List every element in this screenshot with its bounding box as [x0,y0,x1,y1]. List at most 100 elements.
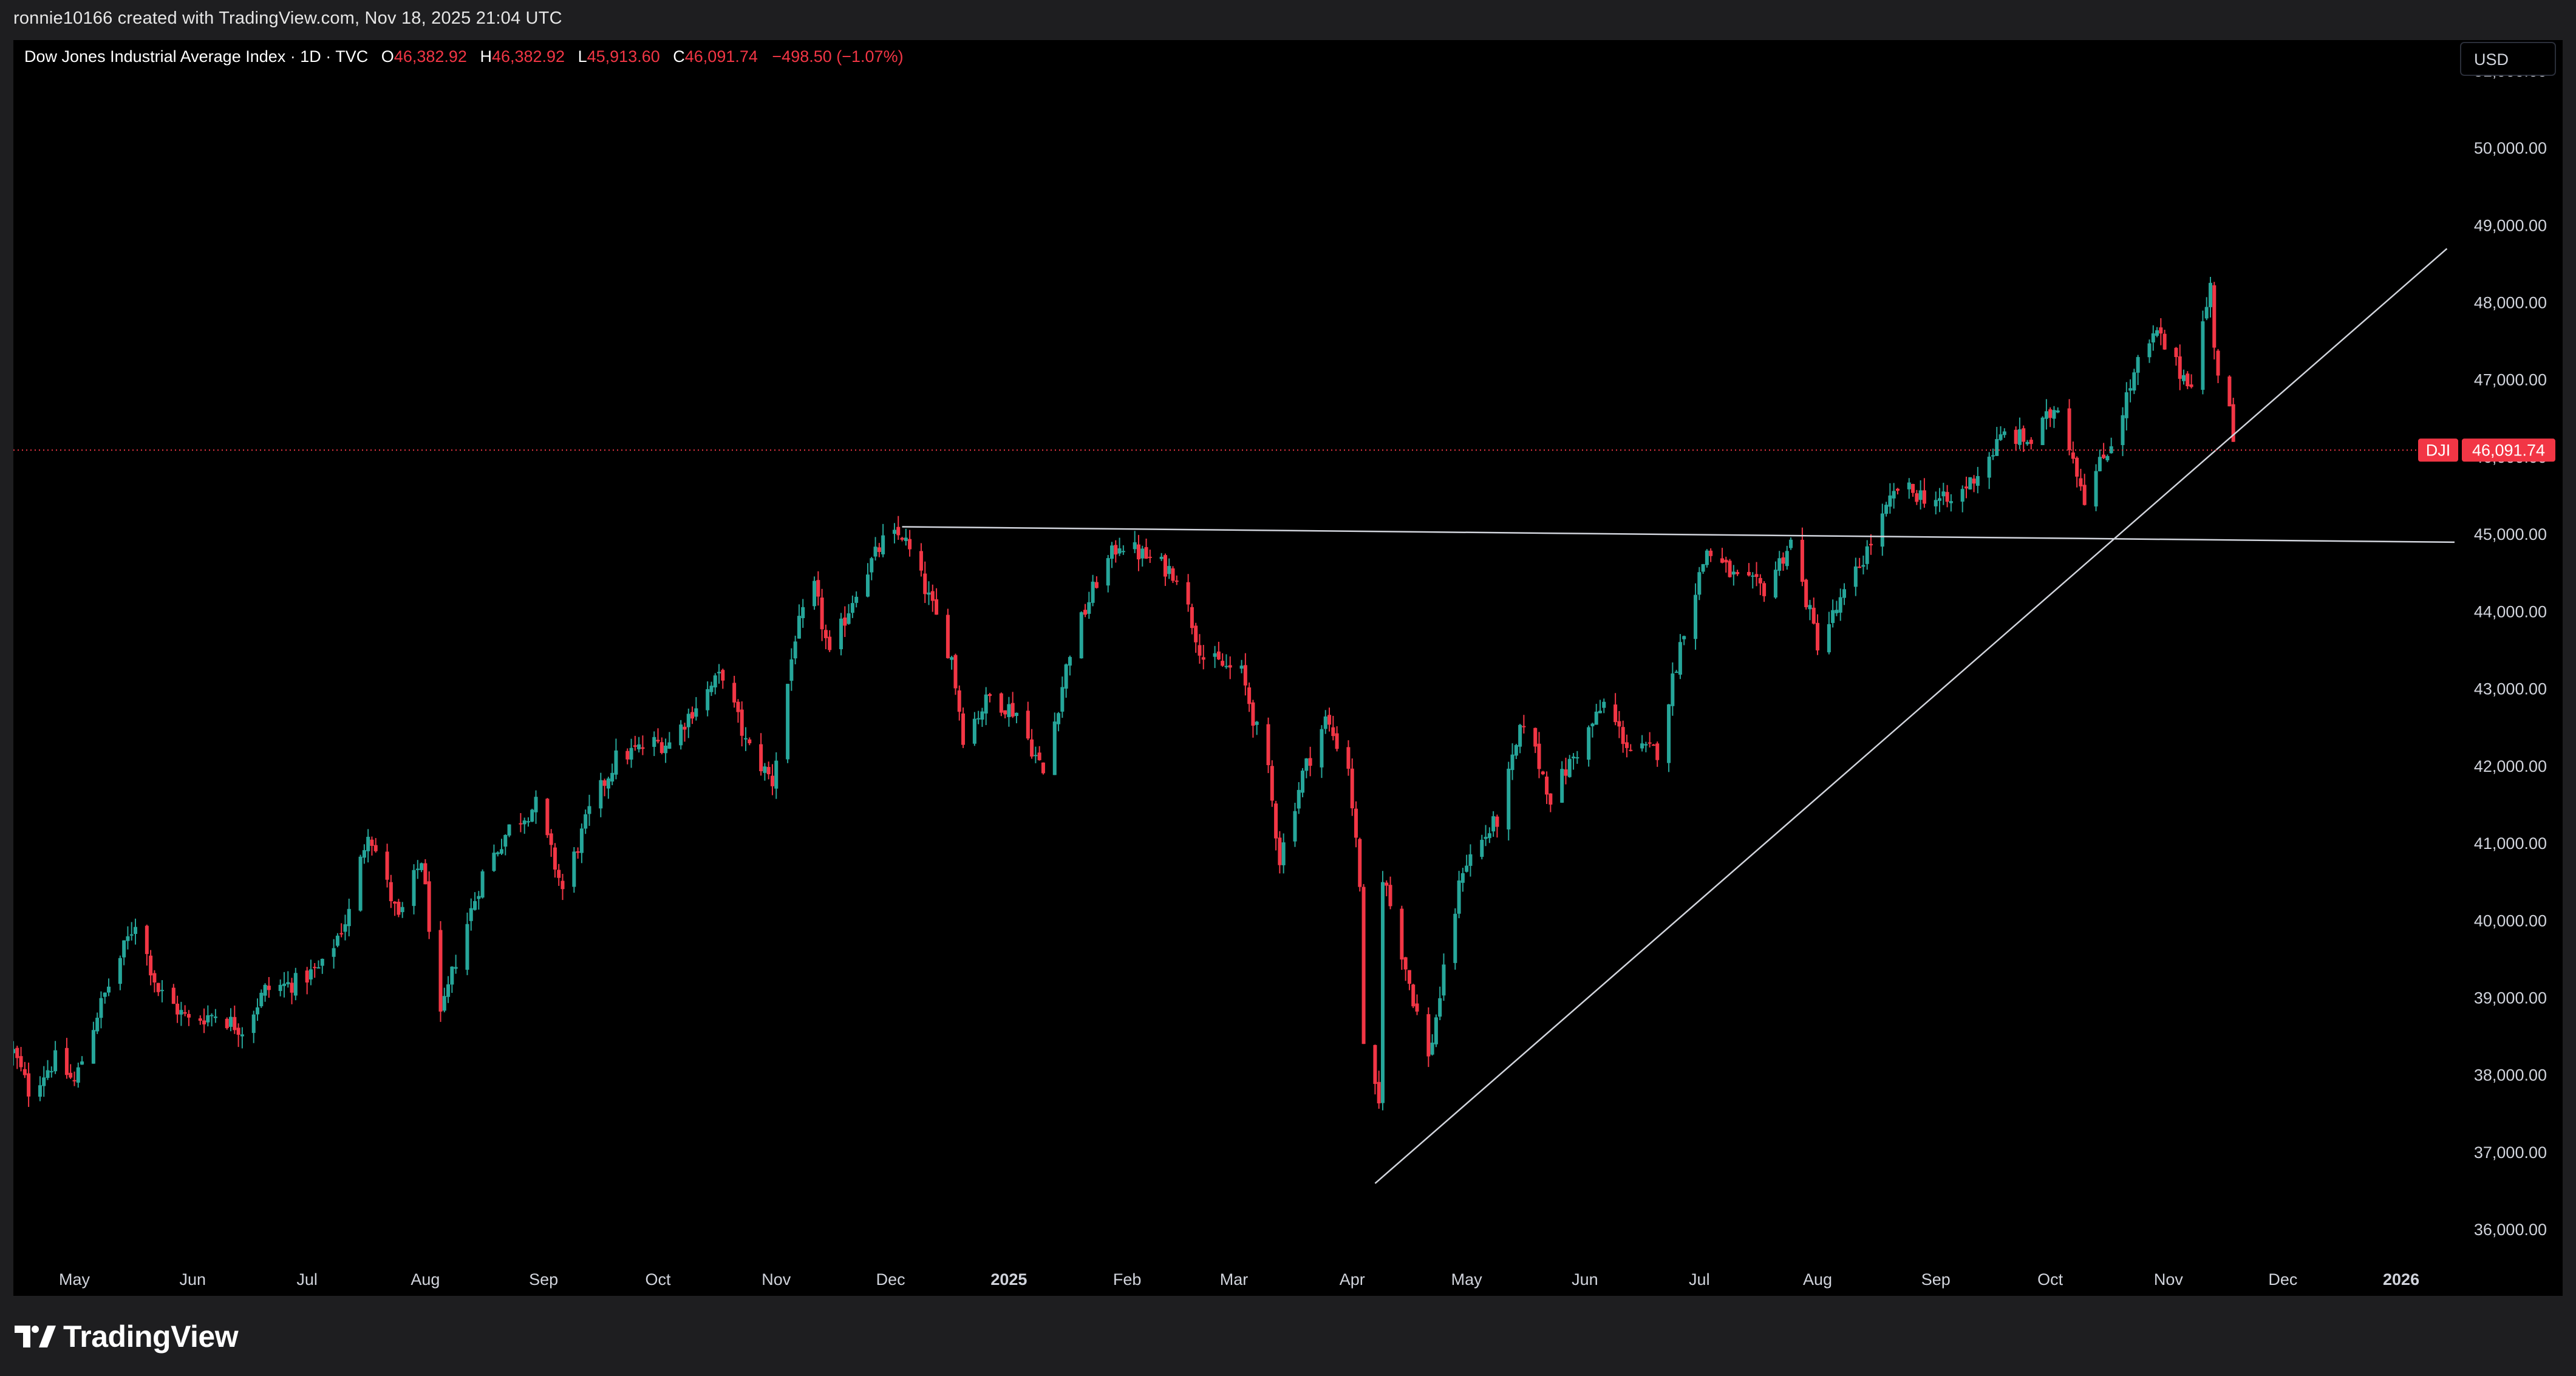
candle-body [1667,704,1671,763]
candle [572,846,576,893]
candle-body [251,1014,256,1034]
candle [1655,741,1660,767]
candle [854,591,859,608]
tradingview-brand[interactable]: TradingView [15,1319,239,1354]
candle-body [1495,816,1499,827]
time-tick-label: Feb [1113,1270,1142,1289]
candle [1884,502,1889,517]
candle [91,1021,95,1064]
candle-body [1518,724,1522,747]
candle [713,673,717,695]
candle [839,613,843,656]
candle-body [1198,645,1202,656]
candle [2040,416,2045,446]
candle-body [2136,356,2140,373]
candle [1247,683,1252,712]
candle [500,839,503,856]
candle-body [850,603,854,613]
candle-body [1777,558,1782,571]
candle-body [412,870,416,906]
candle [256,998,259,1021]
candle-body [2017,429,2022,445]
candle-body [637,744,641,749]
high-label: H [480,47,492,66]
currency-button[interactable]: USD [2460,42,2556,76]
chart-area[interactable]: 36,000.00 37,000.00 38,000.00 39,000.00 40,0… [12,40,2563,1296]
candle [19,1047,23,1072]
candle-body [2201,321,2205,390]
candle [1701,564,1705,574]
candle-body [732,683,737,703]
candle-body [427,881,431,932]
horizontal-resistance-trendline[interactable] [902,526,2455,543]
candle [1835,601,1839,616]
candle-body [1842,589,1846,598]
time-tick-label: Jul [1689,1270,1710,1289]
candle [492,844,496,872]
candle [64,1038,69,1079]
candle [637,737,641,753]
candle [1751,572,1755,589]
candle [313,963,317,978]
candle [1831,599,1835,628]
candle-body [134,927,137,935]
candle [579,823,584,863]
candle [606,777,610,799]
candle-body [1587,727,1591,760]
rising-support-trendline[interactable] [1374,248,2448,1184]
candle-body [1377,1081,1381,1104]
candle-body [2147,343,2152,358]
candle [1602,698,1606,714]
candle-body [1964,486,1968,489]
candle-body [2189,384,2193,387]
time-tick-label: Jun [179,1270,206,1289]
candle [843,606,847,637]
time-axis[interactable]: May Jun Jul Aug Sep Oct Nov Dec 2025 Feb Mar Apr May… [59,1270,2419,1289]
candle-body [1438,998,1442,1017]
candle-body [1320,729,1324,768]
price-tick-label: 42,000.00 [2474,757,2547,775]
candle-body [27,1073,31,1097]
candle [240,1027,244,1049]
candle-body [1915,493,1919,502]
candle-body [1888,496,1892,507]
candle-body [683,726,687,730]
candle [1762,581,1767,602]
candle [847,604,851,625]
candle [659,737,664,755]
candle-body [1617,721,1621,727]
candle-body [1194,625,1198,642]
candle [305,967,309,995]
candle-body [2124,392,2128,418]
candle [1297,782,1301,814]
candle-body [599,780,603,809]
last-price-tag: DJI 46,091.74 [2418,438,2555,462]
candle-body [1678,642,1682,675]
candle [1598,700,1602,714]
candle-body [1541,771,1545,775]
candle [1915,489,1919,505]
candle [206,1005,210,1027]
candle [15,1046,19,1069]
candle [1457,871,1461,919]
candle [400,902,404,918]
candle-body [80,1061,84,1065]
candle [1331,715,1335,741]
candle-body [145,925,149,955]
candle [339,923,344,938]
candle-body [892,530,896,534]
candle-body [690,712,695,719]
candle-body [1869,543,1873,546]
candle [1213,645,1217,669]
candle [1239,659,1244,673]
candle-body [2155,330,2159,336]
candle-body [1026,710,1030,739]
candlestick-chart[interactable]: 36,000.00 37,000.00 38,000.00 39,000.00 40,0… [12,40,2563,1296]
candle-body [1537,743,1541,769]
candle-body [2132,372,2136,391]
candle [2162,330,2167,350]
candle-body [748,739,752,744]
candle-body [1335,733,1339,749]
trendline-layer[interactable] [902,248,2455,1184]
candle [1564,757,1568,785]
